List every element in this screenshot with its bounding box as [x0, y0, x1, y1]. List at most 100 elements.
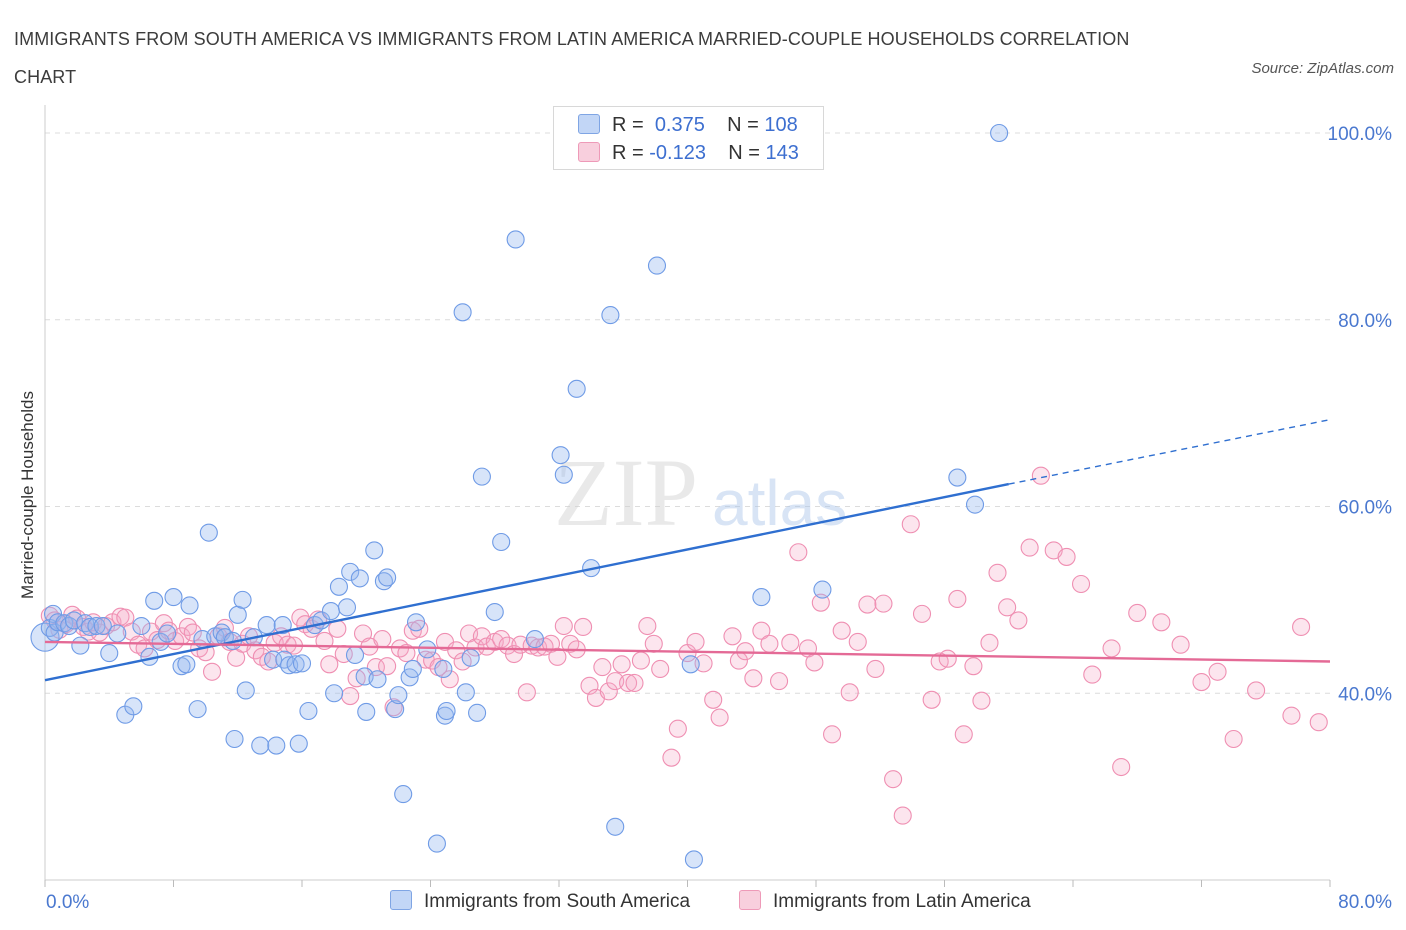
latin-america-point [517, 683, 536, 702]
south-america-point [30, 622, 60, 652]
latin-america-point [373, 630, 392, 649]
latin-america-point [122, 622, 141, 641]
south-america-point [813, 580, 832, 599]
latin-america-point [893, 806, 912, 825]
south-america-point [647, 256, 667, 275]
south-america-point [456, 683, 475, 702]
latin-america-point [858, 595, 877, 614]
south-america-point [365, 541, 384, 560]
south-america-point [453, 303, 472, 322]
south-america-point [329, 577, 348, 596]
legend-label: Immigrants from South America [424, 891, 691, 912]
n-value: 143 [765, 142, 799, 164]
legend-item-south-america[interactable]: Immigrants from South America [390, 888, 690, 916]
latin-america-point [938, 649, 957, 668]
axes [44, 105, 1331, 887]
x-tick-label: 80.0% [1338, 892, 1392, 913]
latin-america-point [805, 653, 824, 672]
latin-america-point [922, 690, 941, 709]
latin-america-point [378, 657, 397, 676]
legend-label: Immigrants from Latin America [773, 891, 1031, 912]
south-america-point [394, 785, 413, 804]
series-south-america-points [30, 123, 1009, 869]
south-america-point [485, 602, 504, 622]
latin-america-point [668, 719, 687, 738]
south-america-point [468, 703, 487, 722]
south-america-point [990, 123, 1009, 143]
south-america-trend-extension [1008, 418, 1331, 485]
latin-america-point [884, 770, 903, 789]
latin-america-point [901, 515, 920, 534]
south-america-point [321, 602, 340, 621]
latin-america-point [972, 691, 991, 710]
legend-item-latin-america[interactable]: Immigrants from Latin America [739, 888, 1031, 916]
latin-america-point [848, 632, 867, 651]
latin-america-point [1102, 639, 1121, 658]
latin-america-point [1292, 617, 1311, 637]
south-america-point [145, 591, 164, 610]
latin-america-point [599, 682, 618, 701]
latin-america-point [1071, 574, 1091, 594]
south-america-point [948, 468, 967, 487]
south-america-point [337, 598, 357, 617]
south-america-point [461, 648, 480, 667]
n-label: N = [728, 142, 760, 164]
latin-america-point [631, 651, 650, 670]
south-america-point [87, 616, 106, 636]
south-america-point [48, 613, 67, 632]
latin-america-point [593, 658, 612, 677]
y-tick-label: 80.0% [1338, 311, 1392, 332]
latin-america-point [744, 669, 763, 688]
latin-america-point [686, 632, 705, 651]
latin-america-point [840, 683, 859, 702]
source-credit: Source: ZipAtlas.com [1251, 60, 1394, 77]
south-america-point [108, 624, 127, 643]
latin-america-point [760, 634, 779, 653]
south-america-point [325, 684, 344, 703]
south-america-point [403, 659, 422, 679]
latin-america-point [1192, 672, 1211, 692]
south-america-point [225, 729, 244, 749]
r-label: R = [612, 142, 644, 164]
latin-america-point [832, 621, 851, 640]
r-value: 0.375 [654, 114, 705, 136]
latin-america-point [948, 589, 967, 608]
latin-america-point [1112, 757, 1131, 777]
latin-america-point [1020, 538, 1039, 557]
tick-labels: 40.0% 60.0% 80.0% 100.0% 0.0% 80.0% [46, 124, 1392, 913]
legend-swatch-pink [578, 142, 600, 162]
south-america-point [567, 379, 586, 398]
latin-america-point [651, 659, 670, 679]
south-america-point [551, 446, 570, 465]
south-america-point [752, 588, 771, 607]
latin-america-point [638, 616, 657, 636]
south-america-point [506, 230, 525, 249]
south-america-point [472, 467, 491, 486]
south-america-point [368, 670, 387, 689]
latin-america-point [183, 623, 202, 642]
latin-america-point [1083, 665, 1102, 684]
south-america-point [286, 655, 305, 674]
stats-row-south-america: R = 0.375 N = 108 [578, 112, 798, 138]
latin-america-point [998, 598, 1017, 617]
series-legend: Immigrants from South America Immigrants… [0, 888, 1406, 916]
south-america-point [525, 630, 544, 649]
latin-america-point [704, 690, 723, 709]
latin-america-point [1009, 611, 1028, 630]
south-america-point [492, 532, 511, 552]
latin-america-point [1247, 681, 1266, 700]
south-america-point [273, 616, 292, 635]
south-america-point [64, 611, 83, 630]
r-value: -0.123 [649, 142, 706, 164]
south-america-point [158, 624, 177, 643]
latin-america-point [710, 708, 729, 727]
south-america-point [350, 569, 369, 588]
latin-america-point [492, 630, 511, 649]
latin-america-point [781, 633, 800, 652]
south-america-point [292, 654, 312, 673]
latin-america-point [1128, 603, 1147, 623]
south-america-point [199, 523, 218, 542]
south-america-point [406, 613, 426, 632]
south-america-point [386, 700, 405, 719]
